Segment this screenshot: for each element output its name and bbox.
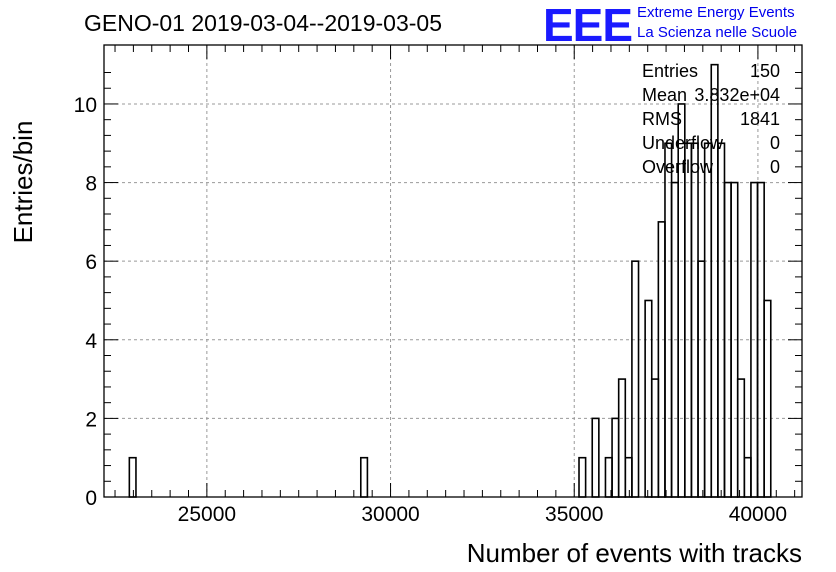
y-tick-label: 10 [74, 94, 97, 117]
histogram-bin [631, 260, 640, 498]
stats-key: Overflow [642, 157, 714, 177]
stats-key: Underflow [642, 133, 724, 153]
stats-value: 1841 [739, 109, 780, 129]
stats-row-mean: Mean 3.832e+04 [642, 85, 780, 109]
histogram-bin [664, 142, 673, 498]
x-tick-label: 40000 [729, 503, 787, 526]
histogram-bin [591, 417, 600, 498]
histogram-bin [743, 456, 752, 498]
logo-line-1: Extreme Energy Events [637, 4, 795, 21]
stats-row-underflow: Underflow 0 [642, 133, 780, 157]
histogram-bin [650, 378, 660, 498]
y-axis-label: Entries/bin [8, 120, 38, 244]
histogram-bin [717, 142, 726, 498]
y-tick-label: 8 [85, 173, 97, 196]
y-tick-label: 2 [85, 408, 97, 431]
stats-value: 0 [769, 157, 780, 177]
stats-box: Entries 150 Mean 3.832e+04 RMS 1841 Unde… [642, 61, 780, 181]
logo-line-2: La Scienza nelle Scuole [637, 24, 798, 41]
x-tick-label: 35000 [545, 503, 603, 526]
x-tick-label: 25000 [178, 503, 236, 526]
stats-row-overflow: Overflow 0 [642, 157, 780, 181]
histogram-bin [736, 378, 746, 498]
histogram-bin [763, 299, 772, 498]
stats-key: Mean [642, 85, 688, 105]
histogram-bin [128, 456, 137, 498]
histogram-bin [624, 456, 633, 498]
histogram-bin [644, 299, 653, 498]
histogram-bin [578, 456, 587, 498]
stats-value: 150 [749, 61, 780, 81]
stats-key: RMS [642, 109, 682, 129]
stats-row-rms: RMS 1841 [642, 109, 780, 133]
histogram-bin [697, 260, 706, 498]
stats-key: Entries [642, 61, 699, 81]
y-tick-label: 0 [85, 487, 97, 510]
y-tick-label: 4 [85, 330, 97, 353]
plot-frame [103, 44, 803, 498]
x-axis-label: Number of events with tracks [466, 538, 802, 568]
histogram-bin [684, 142, 693, 498]
stats-value: 3.832e+04 [694, 85, 780, 105]
x-tick-label: 30000 [361, 503, 419, 526]
stats-row-entries: Entries 150 [642, 61, 780, 85]
y-tick-label: 6 [85, 251, 97, 274]
histogram-bin [617, 378, 627, 498]
histogram-bin [690, 142, 699, 498]
histogram-bin [611, 417, 620, 498]
eee-logo: EEE [543, 0, 633, 51]
stats-value: 0 [769, 133, 780, 153]
chart-title: GENO-01 2019-03-04--2019-03-05 [84, 10, 442, 36]
histogram-bin [703, 142, 713, 498]
y-axis-label-wrap: Entries/bin [8, 121, 38, 322]
histogram-bin [359, 456, 369, 498]
histogram-bin [657, 221, 666, 498]
